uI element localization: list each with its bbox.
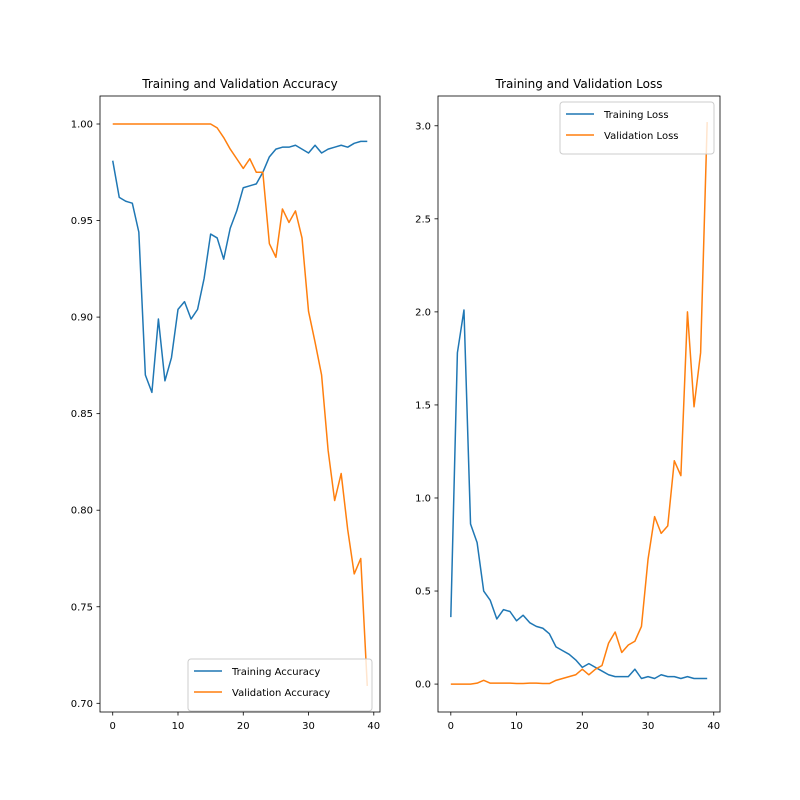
legend-label: Training Accuracy: [231, 667, 320, 678]
chart-title: Training and Validation Accuracy: [141, 77, 337, 91]
x-tick-label: 30: [302, 721, 315, 732]
y-tick-label: 3.0: [415, 121, 431, 132]
accuracy-chart: Training and Validation Accuracy 0 10 20 30 4…: [71, 77, 381, 732]
axes-frame: [99, 95, 381, 713]
y-tick-label: 0.85: [71, 409, 93, 420]
series-line-validation-loss: [450, 122, 708, 685]
x-tick-label: 30: [642, 721, 655, 732]
x-tick-label: 40: [707, 721, 720, 732]
chart-title: Training and Validation Loss: [495, 77, 663, 91]
y-tick-label: 0.80: [71, 506, 93, 517]
legend: Training Loss Validation Loss: [559, 101, 715, 155]
y-tick-label: 0.0: [415, 680, 431, 691]
series-line-training-accuracy: [111, 140, 368, 394]
legend-label: Validation Accuracy: [232, 688, 330, 699]
legend: Training Accuracy Validation Accuracy: [187, 658, 373, 712]
legend-label: Training Loss: [603, 110, 669, 121]
y-tick-label: 2.5: [415, 214, 431, 225]
x-tick-label: 0: [448, 721, 454, 732]
y-tick-label: 1.0: [415, 493, 431, 504]
x-tick-label: 10: [172, 721, 185, 732]
x-tick-label: 10: [510, 721, 523, 732]
x-tick-label: 20: [576, 721, 589, 732]
series-line-training-loss: [450, 309, 708, 680]
y-tick-label: 1.00: [71, 120, 93, 131]
y-tick-label: 0.5: [415, 587, 431, 598]
axes-frame: [437, 95, 721, 713]
legend-label: Validation Loss: [604, 131, 679, 142]
x-tick-label: 40: [367, 721, 380, 732]
y-tick-label: 0.75: [71, 602, 93, 613]
series-line-validation-accuracy: [112, 123, 369, 686]
loss-chart: Training and Validation Loss 0 10 20 30 40 0.0…: [415, 77, 721, 732]
legend-box: [187, 658, 373, 712]
x-tick-label: 0: [110, 721, 116, 732]
legend-box: [559, 101, 715, 155]
y-tick-label: 2.0: [415, 307, 431, 318]
y-tick-label: 0.95: [71, 216, 93, 227]
y-tick-label: 0.70: [71, 699, 93, 710]
y-tick-label: 1.5: [415, 400, 431, 411]
x-tick-label: 20: [237, 721, 250, 732]
y-tick-label: 0.90: [71, 313, 93, 324]
